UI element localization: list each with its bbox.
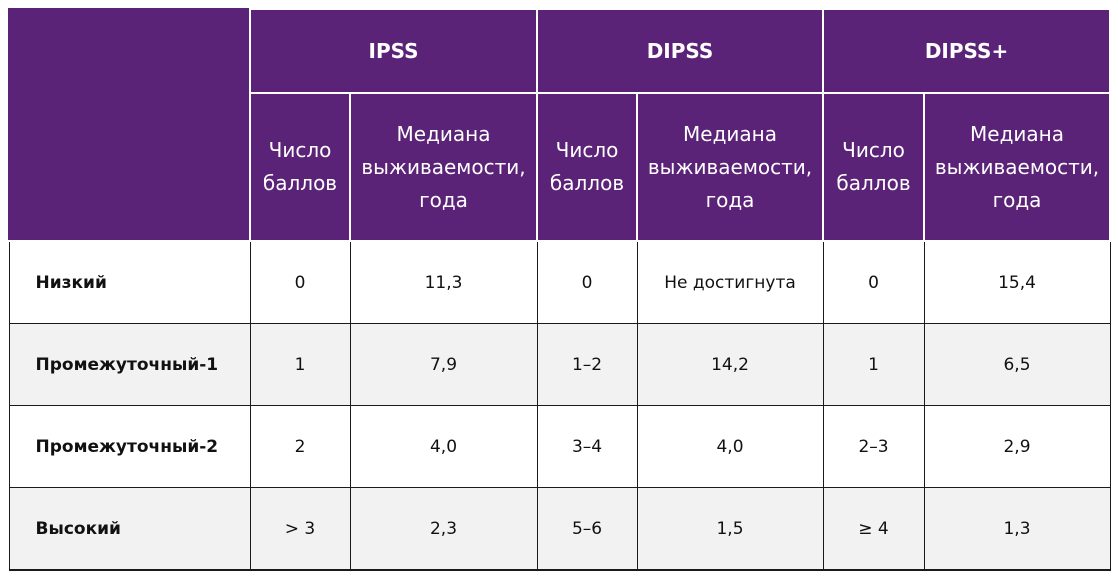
ipss-score-cell: 2 <box>249 405 351 488</box>
dipss-plus-median-cell: 1,3 <box>923 487 1111 571</box>
ipss-median-cell: 11,3 <box>349 240 538 324</box>
header-dipss: DIPSS <box>536 8 825 94</box>
dipss-score-cell: 5–6 <box>536 487 638 571</box>
header-dipss-median: Медиана выживаемости, года <box>636 92 825 242</box>
risk-group-label: Промежуточный-1 <box>8 323 251 406</box>
dipss-plus-score-cell: 0 <box>822 240 925 324</box>
risk-group-label: Низкий <box>8 240 251 324</box>
header-dipss-plus-median: Медиана выживаемости, года <box>923 92 1112 242</box>
median-line-1: Медиана <box>396 121 491 146</box>
header-ipss: IPSS <box>248 8 539 94</box>
ipss-score-cell: > 3 <box>249 487 351 571</box>
median-line-2: выживаемости, <box>647 154 813 179</box>
prognostic-scores-table: IPSS DIPSS DIPSS+ Число баллов Медиана в… <box>8 8 1112 571</box>
score-line-2: баллов <box>262 171 338 195</box>
score-line-2: баллов <box>549 171 625 195</box>
median-line-1: Медиана <box>683 121 777 146</box>
header-dipss-score: Число баллов <box>536 92 639 242</box>
risk-group-label: Промежуточный-2 <box>8 405 251 488</box>
dipss-plus-score-cell: 2–3 <box>822 405 925 488</box>
header-sub-row: Число баллов Медиана выживаемости, года … <box>9 92 1112 242</box>
table-row: Низкий 0 11,3 0 Не достигнута 0 15,4 <box>8 240 1111 324</box>
header-group-row: IPSS DIPSS DIPSS+ <box>8 8 1112 242</box>
median-line-3: года <box>992 187 1042 212</box>
ipss-median-cell: 2,3 <box>349 487 538 571</box>
dipss-median-cell: 14,2 <box>636 323 824 406</box>
ipss-score-cell: 1 <box>249 323 351 406</box>
risk-group-label: Высокий <box>8 487 251 571</box>
median-line-3: года <box>705 187 755 212</box>
dipss-median-cell: 4,0 <box>636 405 824 488</box>
ipss-median-cell: 7,9 <box>349 323 538 406</box>
dipss-plus-score-cell: 1 <box>822 323 925 406</box>
dipss-plus-median-cell: 6,5 <box>923 323 1111 406</box>
table-row: Промежуточный-2 2 4,0 3–4 4,0 2–3 2,9 <box>8 405 1111 488</box>
score-line-1: Число <box>555 138 619 162</box>
header-corner-cell <box>8 8 251 242</box>
ipss-score-cell: 0 <box>249 240 351 324</box>
header-dipss-plus-score: Число баллов <box>822 92 926 242</box>
header-ipss-median: Медиана выживаемости, года <box>348 92 539 242</box>
dipss-score-cell: 1–2 <box>536 323 638 406</box>
dipss-score-cell: 3–4 <box>536 405 638 488</box>
table-row: Высокий > 3 2,3 5–6 1,5 ≥ 4 1,3 <box>8 487 1111 571</box>
dipss-plus-score-cell: ≥ 4 <box>822 487 925 571</box>
score-line-1: Число <box>268 138 332 162</box>
header-ipss-score: Число баллов <box>249 92 351 242</box>
dipss-median-cell: 1,5 <box>636 487 824 571</box>
header-dipss-plus: DIPSS+ <box>822 8 1112 94</box>
dipss-plus-median-cell: 2,9 <box>923 405 1111 488</box>
dipss-median-cell: Не достигнута <box>636 240 824 324</box>
table-row: Промежуточный-1 1 7,9 1–2 14,2 1 6,5 <box>8 323 1111 406</box>
table-container: IPSS DIPSS DIPSS+ Число баллов Медиана в… <box>8 8 1112 571</box>
median-line-3: года <box>419 187 468 212</box>
median-line-1: Медиана <box>970 121 1064 146</box>
score-line-2: баллов <box>836 171 911 195</box>
median-line-2: выживаемости, <box>934 154 1100 179</box>
dipss-plus-median-cell: 15,4 <box>923 240 1111 324</box>
dipss-score-cell: 0 <box>536 240 638 324</box>
score-line-1: Число <box>842 138 905 162</box>
median-line-2: выживаемости, <box>361 154 526 179</box>
ipss-median-cell: 4,0 <box>349 405 538 488</box>
